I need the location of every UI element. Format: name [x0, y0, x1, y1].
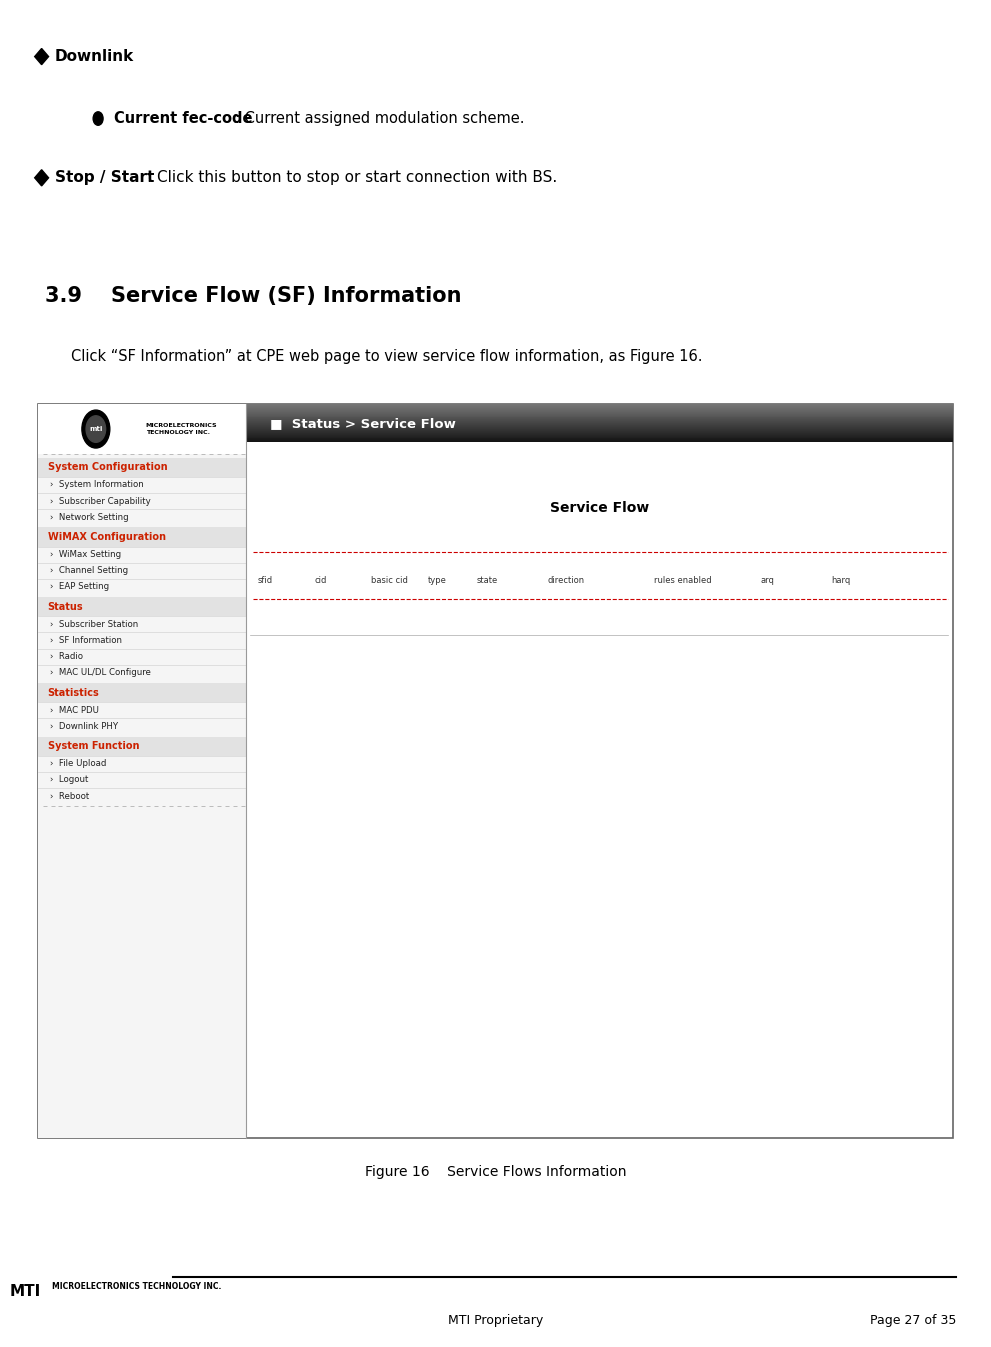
Text: type: type	[427, 575, 446, 585]
FancyBboxPatch shape	[38, 528, 246, 547]
Polygon shape	[35, 48, 49, 65]
Text: Statistics: Statistics	[48, 687, 99, 698]
Text: ›  System Information: › System Information	[50, 481, 144, 489]
Text: ›  Subscriber Capability: › Subscriber Capability	[50, 497, 151, 505]
FancyBboxPatch shape	[38, 404, 246, 454]
Text: Current fec-code: Current fec-code	[114, 110, 253, 127]
FancyBboxPatch shape	[38, 683, 246, 702]
Text: ›  Network Setting: › Network Setting	[50, 513, 128, 521]
Text: MTI Proprietary: MTI Proprietary	[448, 1313, 543, 1327]
Text: Status: Status	[48, 602, 83, 612]
Text: : Current assigned modulation scheme.: : Current assigned modulation scheme.	[235, 110, 524, 127]
Text: arq: arq	[760, 575, 774, 585]
Text: ›  Reboot: › Reboot	[50, 792, 89, 800]
Text: MICROELECTRONICS
TECHNOLOGY INC.: MICROELECTRONICS TECHNOLOGY INC.	[146, 423, 217, 435]
Text: state: state	[477, 575, 498, 585]
FancyBboxPatch shape	[38, 458, 246, 477]
Text: ›  MAC UL/DL Configure: › MAC UL/DL Configure	[50, 668, 151, 678]
Text: mti: mti	[89, 426, 102, 432]
Text: sfid: sfid	[258, 575, 273, 585]
FancyBboxPatch shape	[38, 737, 246, 756]
Circle shape	[93, 112, 103, 125]
Text: ›  Logout: › Logout	[50, 776, 88, 784]
Text: ›  EAP Setting: › EAP Setting	[50, 582, 109, 591]
Text: ›  Radio: › Radio	[50, 652, 82, 661]
Text: ›  Channel Setting: › Channel Setting	[50, 566, 128, 575]
Circle shape	[82, 409, 110, 449]
Text: System Configuration: System Configuration	[48, 462, 167, 473]
Text: ›  MAC PDU: › MAC PDU	[50, 706, 98, 715]
Text: ›  File Upload: › File Upload	[50, 760, 106, 768]
Text: System Function: System Function	[48, 741, 139, 752]
Text: Figure 16    Service Flows Information: Figure 16 Service Flows Information	[365, 1165, 626, 1179]
FancyBboxPatch shape	[38, 404, 246, 1138]
Text: 3.9    Service Flow (SF) Information: 3.9 Service Flow (SF) Information	[45, 287, 461, 306]
Text: Page 27 of 35: Page 27 of 35	[870, 1313, 956, 1327]
Text: rules enabled: rules enabled	[654, 575, 712, 585]
Text: ›  WiMax Setting: › WiMax Setting	[50, 550, 121, 559]
Text: basic cid: basic cid	[371, 575, 407, 585]
FancyBboxPatch shape	[38, 404, 953, 1138]
Text: ›  SF Information: › SF Information	[50, 636, 122, 645]
Text: Service Flow: Service Flow	[550, 501, 649, 516]
FancyBboxPatch shape	[38, 597, 246, 617]
Text: WiMAX Configuration: WiMAX Configuration	[48, 532, 165, 541]
Text: Click “SF Information” at CPE web page to view service flow information, as Figu: Click “SF Information” at CPE web page t…	[71, 349, 703, 365]
Circle shape	[86, 416, 106, 442]
Text: ■  Status > Service Flow: ■ Status > Service Flow	[271, 416, 456, 430]
Text: direction: direction	[548, 575, 585, 585]
Text: MICROELECTRONICS TECHNOLOGY INC.: MICROELECTRONICS TECHNOLOGY INC.	[52, 1282, 221, 1292]
Polygon shape	[35, 170, 49, 186]
Text: Stop / Start: Stop / Start	[55, 170, 154, 186]
Text: ›  Subscriber Station: › Subscriber Station	[50, 620, 138, 629]
Text: harq: harq	[830, 575, 850, 585]
Text: : Click this button to stop or start connection with BS.: : Click this button to stop or start con…	[147, 170, 557, 186]
Text: cid: cid	[314, 575, 327, 585]
Text: Downlink: Downlink	[55, 48, 134, 65]
Text: MTI: MTI	[10, 1284, 42, 1299]
Text: ›  Downlink PHY: › Downlink PHY	[50, 722, 118, 731]
